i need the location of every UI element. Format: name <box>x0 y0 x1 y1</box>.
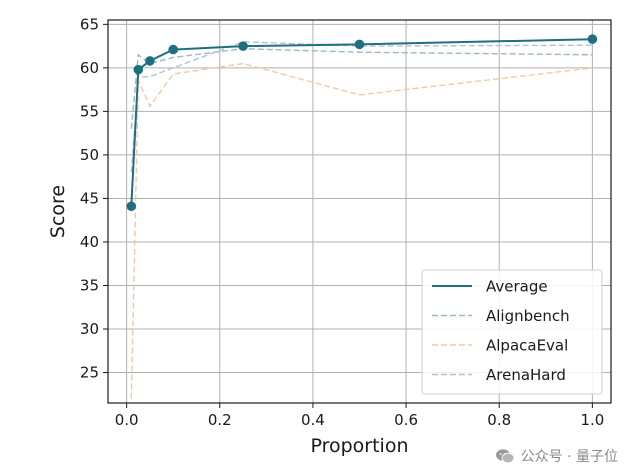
axes <box>107 19 612 404</box>
series-line-alignbench <box>130 47 593 129</box>
data-point-average <box>168 44 179 55</box>
legend-label-alignbench: Alignbench <box>486 307 570 325</box>
y-tick-label: 30 <box>80 320 99 338</box>
legend: Average Alignbench AlpacaEval ArenaHard <box>421 269 603 395</box>
legend-label-alpacaeval: AlpacaEval <box>486 337 568 355</box>
data-point-average <box>587 34 598 44</box>
x-tick-label: 0.0 <box>115 411 139 429</box>
y-tick-label: 55 <box>80 102 99 120</box>
tick-labels: 0.0 0.2 0.4 0.6 0.8 1.0 25 30 35 40 45 50 55 60 65 <box>80 15 604 429</box>
legend-box <box>421 269 603 395</box>
legend-label-average: Average <box>486 278 548 296</box>
y-tick-label: 45 <box>80 189 99 207</box>
watermark-text: 公众号 · 量子位 <box>520 449 618 465</box>
x-tick-label: 0.6 <box>394 411 418 429</box>
data-point-average <box>354 39 365 50</box>
y-tick-label: 65 <box>80 15 99 33</box>
wechat-icon <box>495 449 515 464</box>
y-tick-label: 35 <box>80 276 99 294</box>
data-point-average <box>133 64 144 75</box>
x-tick-label: 0.2 <box>208 411 232 429</box>
y-tick-label: 40 <box>80 233 99 251</box>
watermark: 公众号 · 量子位 <box>495 446 618 466</box>
series-group <box>126 34 598 399</box>
legend-label-arenahard: ArenaHard <box>486 366 566 384</box>
y-tick-label: 50 <box>80 146 99 164</box>
y-tick-label: 60 <box>80 59 99 77</box>
y-axis-label: Score <box>47 185 69 238</box>
x-tick-label: 1.0 <box>580 411 604 429</box>
plot-frame <box>107 19 612 404</box>
data-point-average <box>126 201 137 212</box>
data-point-average <box>238 41 248 51</box>
x-tick-label: 0.4 <box>301 411 325 429</box>
y-tick-label: 25 <box>80 364 99 382</box>
series-line-average <box>130 38 593 207</box>
series-line-arenahard <box>130 41 593 173</box>
data-point-average <box>145 56 155 66</box>
x-tick-label: 0.8 <box>487 411 511 429</box>
grid <box>108 20 611 403</box>
x-axis-label: Proportion <box>310 435 408 457</box>
